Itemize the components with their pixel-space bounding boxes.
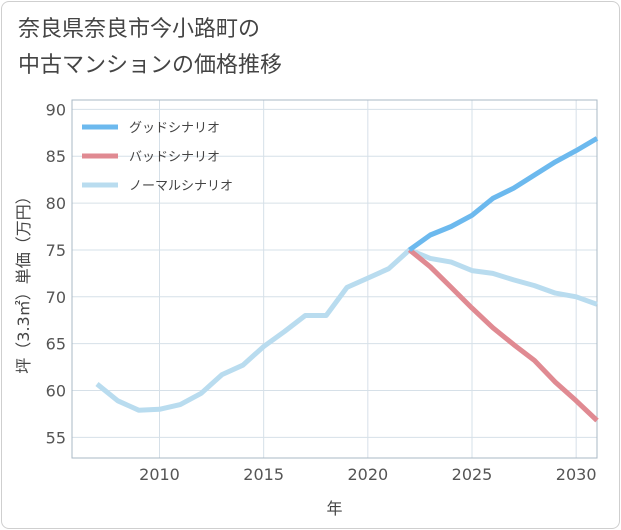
series-line-2 [95,247,598,413]
series-layer [95,136,599,423]
plot-area [71,99,598,459]
x-tick-label: 2030 [556,465,597,484]
title-line-1: 奈良県奈良市今小路町の [18,17,261,42]
x-tick-label: 2015 [243,465,284,484]
legend-label-0: グッドシナリオ [129,121,220,136]
y-axis-ticks: 55 60 65 70 75 80 85 90 [46,100,66,447]
y-tick-label: 60 [46,382,66,401]
x-tick-label: 2010 [139,465,180,484]
y-tick-label: 65 [46,335,66,354]
y-tick-label: 80 [46,194,66,213]
y-tick-label: 70 [46,288,66,307]
y-tick-label: 55 [46,428,66,447]
title-line-2: 中古マンションの価格推移 [18,53,283,78]
y-tick-label: 90 [46,100,66,119]
legend-label-2: ノーマルシナリオ [129,179,233,194]
y-tick-label: 75 [46,241,66,260]
x-tick-label: 2025 [452,465,493,484]
x-axis-title: 年 [326,499,342,518]
x-axis-ticks: 2010 2015 2020 2025 2030 [139,465,596,484]
y-tick-label: 85 [46,147,66,166]
chart-title: 奈良県奈良市今小路町の 中古マンションの価格推移 [18,12,282,84]
x-tick-label: 2020 [347,465,388,484]
legend-label-1: バッドシナリオ [129,150,220,165]
series-line-0 [408,136,599,252]
series-line-1 [407,247,599,423]
y-axis-title: 坪（3.3㎡）単価（万円） [14,188,33,373]
